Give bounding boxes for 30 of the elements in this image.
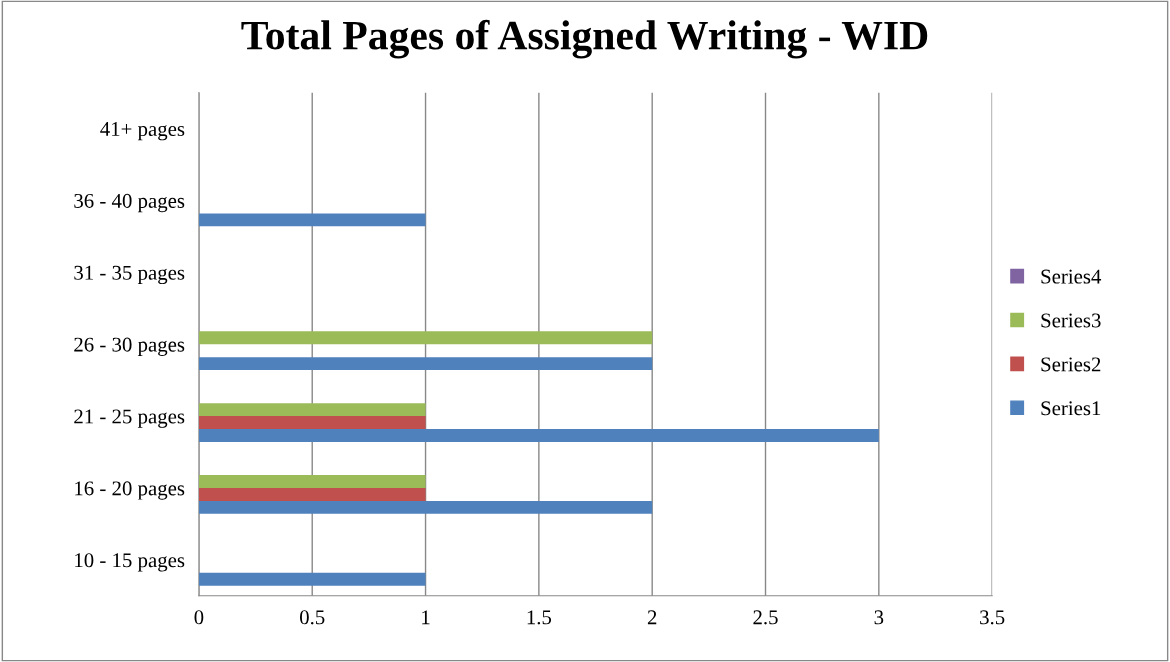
bar <box>198 500 653 514</box>
y-tick-label: 36 - 40 pages <box>74 193 185 213</box>
y-tick-label: 41+ pages <box>100 122 185 141</box>
x-tick-label: 3.5 <box>980 610 1005 625</box>
x-tick-label: 2 <box>647 610 657 625</box>
y-tick-label: 16 - 20 pages <box>75 481 185 500</box>
legend-label: Series3 <box>1041 313 1101 328</box>
y-tick-label: 26 - 30 pages <box>74 337 185 356</box>
x-tick-label: 1.5 <box>527 610 552 625</box>
x-tick-label: 0.5 <box>300 610 325 625</box>
bar <box>198 416 426 430</box>
chart-title: Total Pages of Assigned Writing - WID <box>241 19 928 59</box>
y-tick-label: 31 - 35 pages <box>74 265 185 285</box>
bar <box>198 357 653 371</box>
x-tick-label: 1 <box>422 610 430 625</box>
bar <box>198 331 653 345</box>
y-tick-label: 10 - 15 pages <box>75 553 185 572</box>
legend-label: Series4 <box>1041 269 1102 284</box>
bar <box>198 429 879 442</box>
legend-label: Series1 <box>1041 401 1101 416</box>
bar <box>198 213 426 227</box>
bar <box>198 572 426 586</box>
y-tick-label: 21 - 25 pages <box>74 409 185 428</box>
x-tick-label: 0 <box>194 610 204 625</box>
x-tick-label: 2.5 <box>753 610 778 625</box>
legend-label: Series2 <box>1041 357 1101 372</box>
bar <box>198 475 426 488</box>
bar <box>198 403 426 417</box>
x-tick-label: 3 <box>874 610 884 625</box>
bar <box>198 487 426 501</box>
